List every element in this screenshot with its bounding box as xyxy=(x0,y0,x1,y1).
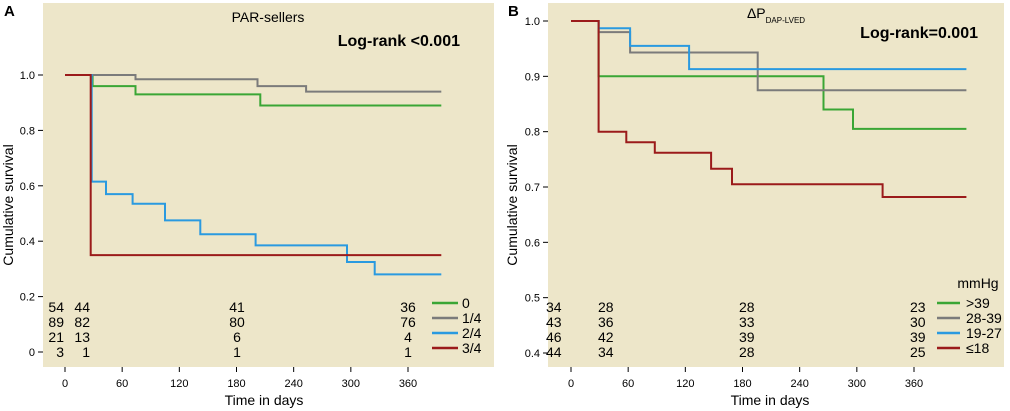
risk-table-cell: 34 xyxy=(598,344,614,360)
y-tick-label: 0.5 xyxy=(525,293,540,305)
risk-table-cell: 25 xyxy=(910,344,926,360)
risk-table-cell: 33 xyxy=(739,314,755,330)
risk-table-cell: 30 xyxy=(910,314,926,330)
risk-table-cell: 80 xyxy=(229,314,245,330)
y-tick-label: 0.4 xyxy=(20,236,35,248)
x-tick-label: 60 xyxy=(622,378,634,390)
legend-entry: >39 xyxy=(966,295,990,311)
legend-entry: 2/4 xyxy=(462,325,482,341)
survival-curve xyxy=(65,74,442,276)
legend-entry: ≤18 xyxy=(966,340,989,356)
plot-area-a xyxy=(43,3,494,367)
chart-title-b: ΔPDAP-LVED xyxy=(747,5,805,25)
risk-table-cell: 21 xyxy=(48,329,64,345)
risk-table-cell: 44 xyxy=(546,344,562,360)
y-tick-label: 0.7 xyxy=(525,182,540,194)
chart-title-a: PAR-sellers xyxy=(232,9,305,25)
x-tick-label: 0 xyxy=(568,378,574,390)
chart-title-b-sub: DAP-LVED xyxy=(766,16,806,25)
risk-table-cell: 41 xyxy=(229,299,245,315)
risk-table-cell: 28 xyxy=(598,299,614,315)
risk-table-cell: 13 xyxy=(74,329,90,345)
x-tick-label: 360 xyxy=(905,378,923,390)
y-tick-label: 0.9 xyxy=(525,71,540,83)
panel-letter-b: B xyxy=(508,3,519,20)
legend-entry: 0 xyxy=(462,295,470,311)
y-tick-label: 0.2 xyxy=(20,292,35,304)
risk-table-cell: 28 xyxy=(739,299,755,315)
x-tick-label: 180 xyxy=(733,378,751,390)
x-axis-label-a: Time in days xyxy=(225,392,304,408)
risk-table-cell: 82 xyxy=(74,314,90,330)
chart-title-b-main: ΔP xyxy=(747,5,766,21)
risk-table-cell: 46 xyxy=(546,329,562,345)
x-tick-label: 300 xyxy=(342,378,360,390)
survival-curve xyxy=(571,20,967,198)
risk-table-cell: 44 xyxy=(74,299,90,315)
x-tick-label: 120 xyxy=(676,378,694,390)
y-axis-label-b: Cumulative survival xyxy=(504,144,520,265)
risk-table-cell: 6 xyxy=(233,329,241,345)
legend-entry: 1/4 xyxy=(462,310,482,326)
x-tick-label: 0 xyxy=(62,378,68,390)
y-tick-label: 0.6 xyxy=(525,237,540,249)
risk-table-cell: 1 xyxy=(82,344,90,360)
x-axis-label-b: Time in days xyxy=(731,392,810,408)
legend-title: mmHg xyxy=(957,275,998,291)
y-tick-label: 0.8 xyxy=(525,127,540,139)
risk-table-cell: 42 xyxy=(598,329,614,345)
legend-entry: 3/4 xyxy=(462,340,482,356)
logrank-text-a: Log-rank <0.001 xyxy=(338,33,460,50)
y-tick-label: 0.8 xyxy=(20,125,35,137)
risk-table-cell: 34 xyxy=(546,299,562,315)
risk-table-cell: 39 xyxy=(739,329,755,345)
x-tick-label: 180 xyxy=(227,378,245,390)
panel-b: B ΔPDAP-LVED Log-rank=0.001 0.4 0.5 0.6 0.7… xyxy=(500,0,1010,411)
y-tick-label: 0 xyxy=(29,347,35,359)
x-tick-label: 60 xyxy=(116,378,128,390)
risk-table-cell: 54 xyxy=(48,299,64,315)
risk-table-cell: 36 xyxy=(598,314,614,330)
risk-table-cell: 76 xyxy=(400,314,416,330)
risk-table-cell: 89 xyxy=(48,314,64,330)
y-tick-label: 0.6 xyxy=(20,181,35,193)
x-tick-label: 360 xyxy=(399,378,417,390)
x-tick-label: 240 xyxy=(284,378,302,390)
x-tick-label: 240 xyxy=(790,378,808,390)
legend-entry: 28-39 xyxy=(966,310,1002,326)
risk-table-cell: 43 xyxy=(546,314,562,330)
survival-curve xyxy=(65,74,442,93)
y-tick-label: 0.4 xyxy=(525,348,540,360)
risk-table-cell: 3 xyxy=(56,344,64,360)
risk-table-cell: 39 xyxy=(910,329,926,345)
risk-table-cell: 1 xyxy=(233,344,241,360)
risk-table-cell: 1 xyxy=(404,344,412,360)
survival-curve xyxy=(65,74,442,257)
risk-table-cell: 36 xyxy=(400,299,416,315)
risk-table-cell: 23 xyxy=(910,299,926,315)
risk-table-cell: 28 xyxy=(739,344,755,360)
risk-table-cell: 4 xyxy=(404,329,412,345)
y-axis-label-a: Cumulative survival xyxy=(0,144,16,265)
x-tick-label: 120 xyxy=(170,378,188,390)
y-tick-label: 1.0 xyxy=(525,16,540,28)
legend-entry: 19-27 xyxy=(966,325,1002,341)
y-tick-label: 1.0 xyxy=(20,70,35,82)
panel-letter-a: A xyxy=(4,3,15,20)
panel-a: A PAR-sellers Log-rank <0.001 0 0.2 0.4 0.6… xyxy=(0,0,500,411)
logrank-text-b: Log-rank=0.001 xyxy=(860,25,978,42)
x-tick-label: 300 xyxy=(848,378,866,390)
